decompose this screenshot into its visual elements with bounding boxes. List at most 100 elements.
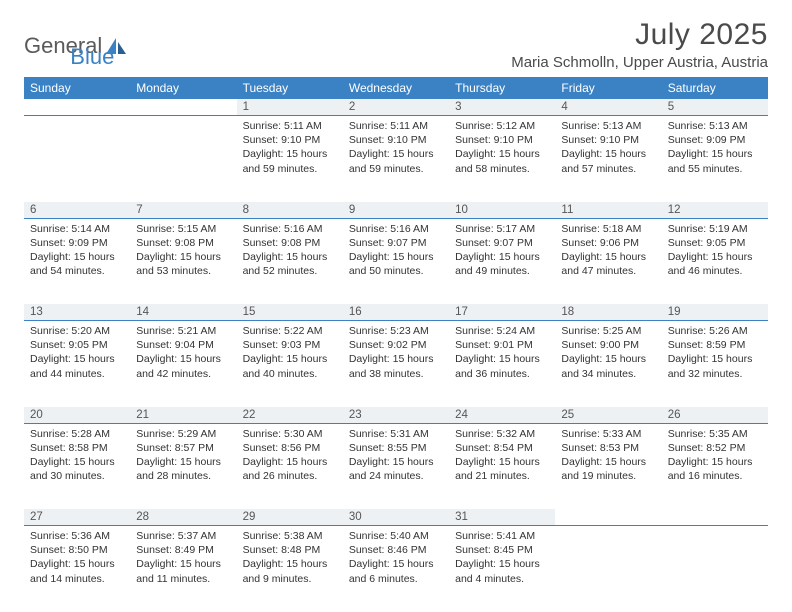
daylight-text: Daylight: 15 hours and 50 minutes. xyxy=(349,250,443,278)
day-content-cell: Sunrise: 5:18 AMSunset: 9:06 PMDaylight:… xyxy=(555,218,661,304)
day-content-cell xyxy=(662,526,768,612)
daylight-text: Daylight: 15 hours and 55 minutes. xyxy=(668,147,762,175)
day-content-cell: Sunrise: 5:35 AMSunset: 8:52 PMDaylight:… xyxy=(662,423,768,509)
day-content-cell: Sunrise: 5:21 AMSunset: 9:04 PMDaylight:… xyxy=(130,321,236,407)
day-content-cell: Sunrise: 5:16 AMSunset: 9:08 PMDaylight:… xyxy=(237,218,343,304)
day-details: Sunrise: 5:37 AMSunset: 8:49 PMDaylight:… xyxy=(130,526,236,592)
day-content-cell: Sunrise: 5:41 AMSunset: 8:45 PMDaylight:… xyxy=(449,526,555,612)
sunset-text: Sunset: 9:09 PM xyxy=(668,133,762,147)
day-header: Tuesday xyxy=(237,77,343,99)
sunrise-text: Sunrise: 5:11 AM xyxy=(349,119,443,133)
day-details: Sunrise: 5:31 AMSunset: 8:55 PMDaylight:… xyxy=(343,424,449,490)
daynum-row: 6789101112 xyxy=(24,202,768,219)
day-details: Sunrise: 5:24 AMSunset: 9:01 PMDaylight:… xyxy=(449,321,555,387)
sunrise-text: Sunrise: 5:35 AM xyxy=(668,427,762,441)
daylight-text: Daylight: 15 hours and 26 minutes. xyxy=(243,455,337,483)
sunset-text: Sunset: 9:00 PM xyxy=(561,338,655,352)
sunset-text: Sunset: 8:48 PM xyxy=(243,543,337,557)
daylight-text: Daylight: 15 hours and 32 minutes. xyxy=(668,352,762,380)
daylight-text: Daylight: 15 hours and 47 minutes. xyxy=(561,250,655,278)
day-number-cell: 21 xyxy=(130,407,236,424)
day-number-cell: 8 xyxy=(237,202,343,219)
sunset-text: Sunset: 8:45 PM xyxy=(455,543,549,557)
daylight-text: Daylight: 15 hours and 16 minutes. xyxy=(668,455,762,483)
sunrise-text: Sunrise: 5:20 AM xyxy=(30,324,124,338)
day-content-cell: Sunrise: 5:16 AMSunset: 9:07 PMDaylight:… xyxy=(343,218,449,304)
sunset-text: Sunset: 9:10 PM xyxy=(561,133,655,147)
sunrise-text: Sunrise: 5:12 AM xyxy=(455,119,549,133)
day-details: Sunrise: 5:13 AMSunset: 9:10 PMDaylight:… xyxy=(555,116,661,182)
content-row: Sunrise: 5:11 AMSunset: 9:10 PMDaylight:… xyxy=(24,116,768,202)
day-number-cell: 9 xyxy=(343,202,449,219)
day-number-cell: 20 xyxy=(24,407,130,424)
daylight-text: Daylight: 15 hours and 59 minutes. xyxy=(243,147,337,175)
logo: General Blue xyxy=(24,18,114,70)
daylight-text: Daylight: 15 hours and 28 minutes. xyxy=(136,455,230,483)
day-details: Sunrise: 5:11 AMSunset: 9:10 PMDaylight:… xyxy=(343,116,449,182)
day-number-cell: 1 xyxy=(237,99,343,116)
day-number-cell: 17 xyxy=(449,304,555,321)
sunrise-text: Sunrise: 5:13 AM xyxy=(668,119,762,133)
day-details: Sunrise: 5:29 AMSunset: 8:57 PMDaylight:… xyxy=(130,424,236,490)
sunset-text: Sunset: 8:55 PM xyxy=(349,441,443,455)
day-content-cell: Sunrise: 5:28 AMSunset: 8:58 PMDaylight:… xyxy=(24,423,130,509)
sunset-text: Sunset: 8:59 PM xyxy=(668,338,762,352)
sunrise-text: Sunrise: 5:16 AM xyxy=(243,222,337,236)
day-number-cell: 25 xyxy=(555,407,661,424)
day-number-cell: 10 xyxy=(449,202,555,219)
sunset-text: Sunset: 8:49 PM xyxy=(136,543,230,557)
sunrise-text: Sunrise: 5:24 AM xyxy=(455,324,549,338)
location-text: Maria Schmolln, Upper Austria, Austria xyxy=(511,54,768,71)
day-details: Sunrise: 5:22 AMSunset: 9:03 PMDaylight:… xyxy=(237,321,343,387)
content-row: Sunrise: 5:28 AMSunset: 8:58 PM Daylight:… xyxy=(24,423,768,509)
daylight-text: Daylight: 15 hours and 40 minutes. xyxy=(243,352,337,380)
daylight-text: Daylight: 15 hours and 11 minutes. xyxy=(136,557,230,585)
daylight-text: Daylight: 15 hours and 57 minutes. xyxy=(561,147,655,175)
sunset-text: Sunset: 9:07 PM xyxy=(455,236,549,250)
sunrise-text: Sunrise: 5:28 AM xyxy=(30,427,124,441)
sunset-text: Sunset: 9:05 PM xyxy=(30,338,124,352)
day-details: Sunrise: 5:26 AMSunset: 8:59 PMDaylight:… xyxy=(662,321,768,387)
sunrise-text: Sunrise: 5:21 AM xyxy=(136,324,230,338)
sunrise-text: Sunrise: 5:14 AM xyxy=(30,222,124,236)
sunset-text: Sunset: 9:03 PM xyxy=(243,338,337,352)
sunset-text: Sunset: 9:10 PM xyxy=(455,133,549,147)
daynum-row: 20212223242526 xyxy=(24,407,768,424)
sunrise-text: Sunrise: 5:32 AM xyxy=(455,427,549,441)
daylight-text: Daylight: 15 hours and 52 minutes. xyxy=(243,250,337,278)
sunset-text: Sunset: 9:10 PM xyxy=(243,133,337,147)
sunset-text: Sunset: 9:05 PM xyxy=(668,236,762,250)
day-details: Sunrise: 5:28 AMSunset: 8:58 PMDaylight:… xyxy=(24,424,130,490)
day-details: Sunrise: 5:25 AMSunset: 9:00 PMDaylight:… xyxy=(555,321,661,387)
sunset-text: Sunset: 8:58 PM xyxy=(30,441,124,455)
sunrise-text: Sunrise: 5:41 AM xyxy=(455,529,549,543)
daynum-row: 13141516171819 xyxy=(24,304,768,321)
day-details: Sunrise: 5:36 AMSunset: 8:50 PMDaylight:… xyxy=(24,526,130,592)
sunset-text: Sunset: 9:08 PM xyxy=(243,236,337,250)
day-number-cell: 14 xyxy=(130,304,236,321)
day-number-cell: 28 xyxy=(130,509,236,526)
sunrise-text: Sunrise: 5:23 AM xyxy=(349,324,443,338)
day-number-cell: 15 xyxy=(237,304,343,321)
day-content-cell: Sunrise: 5:12 AMSunset: 9:10 PMDaylight:… xyxy=(449,116,555,202)
sunrise-text: Sunrise: 5:13 AM xyxy=(561,119,655,133)
day-number-cell: 19 xyxy=(662,304,768,321)
day-number-cell: 12 xyxy=(662,202,768,219)
day-number-cell: 29 xyxy=(237,509,343,526)
day-details: Sunrise: 5:23 AMSunset: 9:02 PMDaylight:… xyxy=(343,321,449,387)
daylight-text: Daylight: 15 hours and 59 minutes. xyxy=(349,147,443,175)
day-content-cell: Sunrise: 5:33 AMSunset: 8:53 PMDaylight:… xyxy=(555,423,661,509)
day-header: Saturday xyxy=(662,77,768,99)
day-content-cell: Sunrise: 5:13 AMSunset: 9:09 PMDaylight:… xyxy=(662,116,768,202)
day-details: Sunrise: 5:38 AMSunset: 8:48 PMDaylight:… xyxy=(237,526,343,592)
content-row: Sunrise: 5:20 AMSunset: 9:05 PM Daylight:… xyxy=(24,321,768,407)
daylight-text: Daylight: 15 hours and 49 minutes. xyxy=(455,250,549,278)
day-content-cell: Sunrise: 5:29 AMSunset: 8:57 PMDaylight:… xyxy=(130,423,236,509)
day-details: Sunrise: 5:16 AMSunset: 9:08 PMDaylight:… xyxy=(237,219,343,285)
day-details: Sunrise: 5:17 AMSunset: 9:07 PMDaylight:… xyxy=(449,219,555,285)
day-details: Sunrise: 5:35 AMSunset: 8:52 PMDaylight:… xyxy=(662,424,768,490)
sunrise-text: Sunrise: 5:40 AM xyxy=(349,529,443,543)
daylight-text: Daylight: 15 hours and 21 minutes. xyxy=(455,455,549,483)
day-number-cell xyxy=(662,509,768,526)
day-content-cell: Sunrise: 5:38 AMSunset: 8:48 PMDaylight:… xyxy=(237,526,343,612)
